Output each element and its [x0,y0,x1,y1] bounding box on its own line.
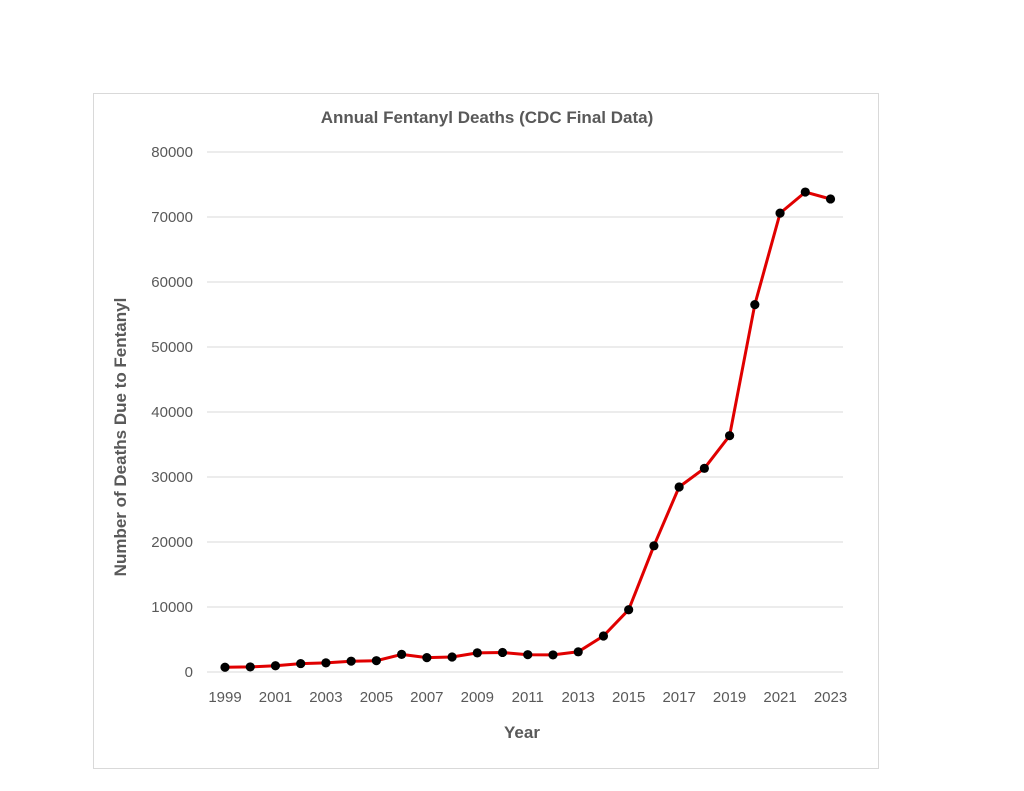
data-point-2000 [245,662,255,672]
y-tick-label: 40000 [151,404,193,421]
data-point-2012 [548,650,558,660]
data-point-2013 [573,647,583,657]
data-point-2017 [674,482,684,492]
data-point-2023 [825,194,836,204]
line-chart: Annual Fentanyl Deaths (CDC Final Data) … [111,108,847,742]
data-point-1999 [220,662,230,672]
y-tick-label: 60000 [151,274,193,291]
data-point-2019 [725,431,735,441]
series-deaths [220,187,836,672]
data-point-2014 [598,631,609,641]
data-point-2009 [472,648,482,658]
data-point-2006 [397,649,407,660]
data-point-2003 [321,658,331,668]
data-point-2016 [649,541,659,551]
x-tick-label: 1999 [208,689,241,706]
chart-title: Annual Fentanyl Deaths (CDC Final Data) [321,108,653,127]
data-point-2001 [270,661,281,671]
y-tick-label: 70000 [151,209,193,226]
x-tick-label: 2021 [763,689,796,706]
y-axis-tick-labels: 0 10000 20000 30000 40000 50000 60000 70000 8000… [151,144,193,681]
x-tick-label: 2007 [410,689,443,706]
x-tick-label: 2009 [461,689,494,706]
y-tick-label: 50000 [151,339,193,356]
data-point-2004 [346,656,356,666]
data-point-2020 [750,300,760,310]
x-axis-title: Year [504,723,540,742]
data-point-2007 [422,653,432,663]
y-tick-label: 20000 [151,534,193,551]
x-tick-label: 2001 [259,689,292,706]
x-tick-label: 2003 [309,689,342,706]
x-tick-label: 2015 [612,689,645,706]
x-tick-label: 2013 [562,689,595,706]
x-axis-tick-labels: 1999 2001 2003 2005 2007 2009 2011 2013 2015 2017… [208,689,847,706]
data-point-2018 [699,463,709,473]
data-point-2021 [775,208,785,218]
data-point-2010 [497,647,508,658]
y-axis-title: Number of Deaths Due to Fentanyl [111,298,130,577]
chart-frame: Annual Fentanyl Deaths (CDC Final Data) … [93,93,879,769]
x-tick-label: 2005 [360,689,393,706]
x-tick-label: 2017 [662,689,695,706]
data-point-2008 [447,652,457,662]
x-tick-label: 2019 [713,689,746,706]
x-tick-label: 2023 [814,689,847,706]
data-point-2015 [624,605,634,615]
y-tick-label: 30000 [151,469,193,486]
data-point-2022 [800,187,810,197]
x-tick-label: 2011 [512,689,544,706]
gridlines [207,151,843,673]
y-tick-label: 0 [185,664,193,681]
y-tick-label: 10000 [151,599,193,616]
data-point-2002 [296,658,306,669]
series-line [224,190,831,669]
data-point-2011 [523,650,533,660]
data-point-2005 [371,656,381,666]
y-tick-label: 80000 [151,144,193,161]
